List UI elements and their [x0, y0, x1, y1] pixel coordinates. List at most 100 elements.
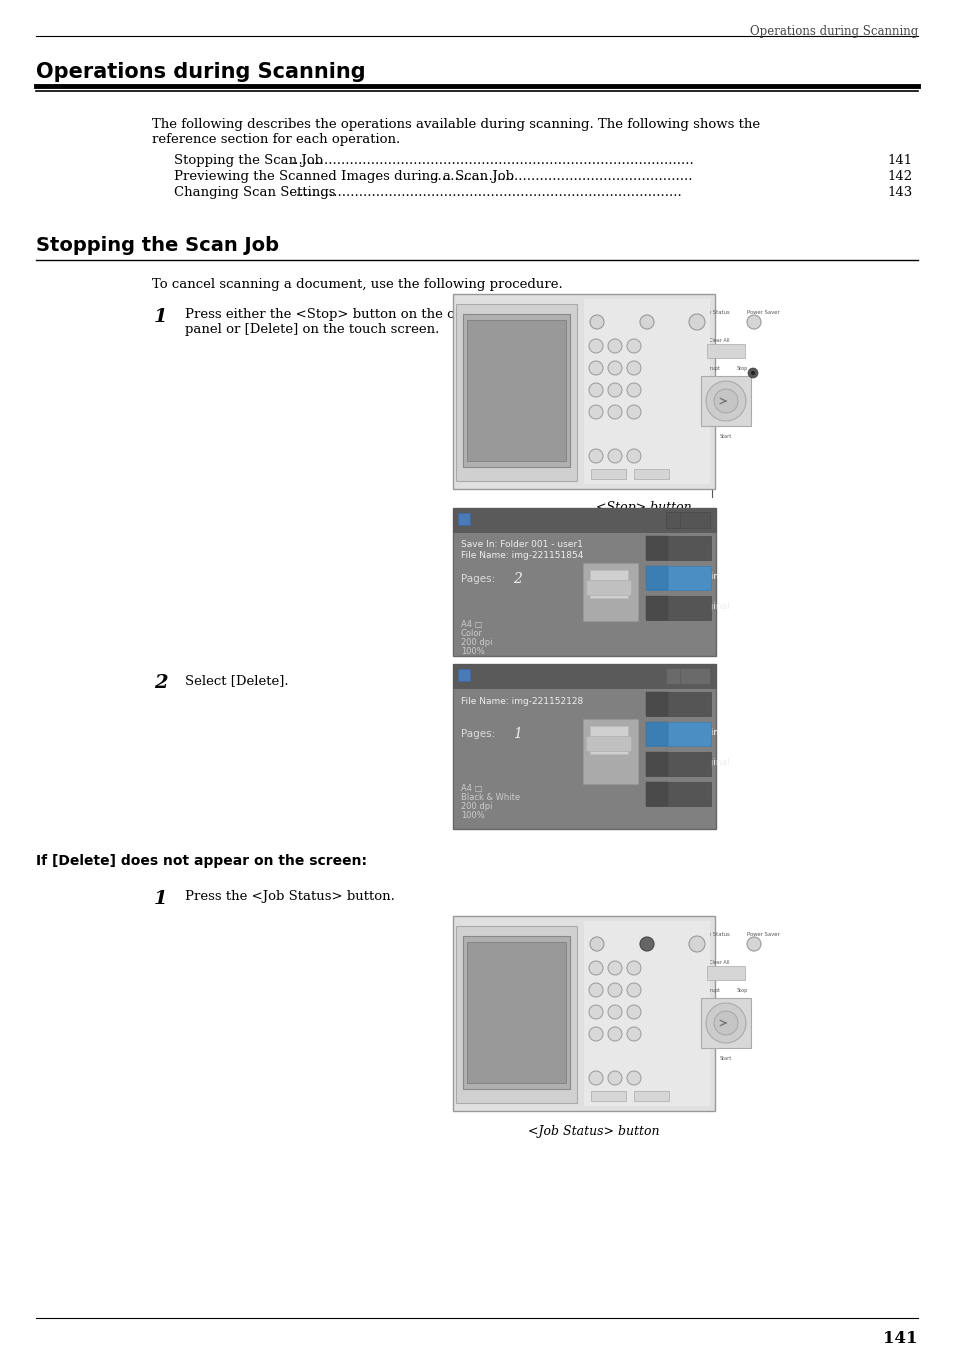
Text: 3: 3	[629, 350, 634, 355]
Bar	[645, 595, 667, 620]
Text: Save In: Folder 001 - user1: Save In: Folder 001 - user1	[460, 540, 582, 549]
Bar	[456, 926, 577, 1103]
Bar	[645, 752, 710, 776]
Bar	[645, 722, 710, 747]
Circle shape	[626, 360, 640, 375]
Text: Select [Delete].: Select [Delete].	[185, 674, 289, 687]
Bar	[665, 668, 679, 684]
Bar	[457, 670, 470, 680]
Text: Color: Color	[460, 629, 482, 639]
Text: X: X	[647, 540, 659, 553]
Circle shape	[639, 315, 654, 329]
Text: 5: 5	[610, 371, 615, 377]
Text: 2: 2	[513, 572, 521, 586]
Circle shape	[607, 383, 621, 397]
Bar	[645, 536, 710, 560]
Text: The following describes the operations available during scanning. The following : The following describes the operations a…	[152, 117, 760, 131]
Text: <Stop> button: <Stop> button	[596, 501, 691, 514]
Text: A4 □: A4 □	[460, 784, 482, 792]
Text: *: *	[592, 1037, 595, 1044]
Bar	[453, 508, 716, 656]
Text: Dial/Pause: Dial/Pause	[590, 446, 616, 451]
Text: Interrupt: Interrupt	[699, 988, 720, 994]
Text: 100%: 100%	[460, 647, 484, 656]
Text: 4: 4	[592, 994, 596, 999]
Text: X: X	[667, 514, 673, 524]
Text: i: i	[459, 670, 463, 680]
Circle shape	[713, 1011, 738, 1035]
Text: 9: 9	[629, 1015, 634, 1021]
Text: 7: 7	[592, 393, 596, 400]
Bar	[453, 508, 716, 532]
Circle shape	[626, 405, 640, 418]
Circle shape	[607, 405, 621, 418]
Text: 3: 3	[629, 971, 634, 977]
Bar	[665, 512, 679, 528]
Circle shape	[588, 1004, 602, 1019]
Text: 1: 1	[592, 350, 596, 355]
Circle shape	[705, 381, 745, 421]
Text: #: #	[629, 414, 636, 421]
Circle shape	[747, 369, 758, 378]
Text: Start: Start	[720, 1056, 732, 1061]
Text: 200 dpi: 200 dpi	[460, 802, 492, 811]
Text: 141: 141	[887, 154, 912, 167]
Circle shape	[626, 383, 640, 397]
Text: Next Original: Next Original	[669, 602, 729, 612]
Text: Clear All: Clear All	[708, 960, 729, 965]
Text: <Job Status> button: <Job Status> button	[528, 1125, 659, 1138]
Text: 4: 4	[592, 371, 596, 377]
Circle shape	[588, 383, 602, 397]
Bar	[645, 693, 667, 716]
Bar	[645, 722, 667, 747]
Circle shape	[588, 405, 602, 418]
Bar	[645, 536, 667, 560]
Text: 141: 141	[882, 1330, 917, 1347]
Bar	[457, 513, 470, 525]
Text: File Name: img-221152128: File Name: img-221152128	[460, 697, 582, 706]
Bar	[590, 1091, 625, 1102]
Circle shape	[588, 983, 602, 998]
Text: Store to Folder: Store to Folder	[473, 514, 555, 525]
Bar	[634, 468, 668, 479]
Bar	[583, 921, 709, 1106]
Bar	[453, 664, 716, 689]
Bar	[645, 566, 667, 590]
Circle shape	[705, 1003, 745, 1044]
Text: To cancel scanning a document, use the following procedure.: To cancel scanning a document, use the f…	[152, 278, 562, 292]
Text: X: X	[647, 697, 659, 710]
Circle shape	[607, 1004, 621, 1019]
Bar	[700, 998, 750, 1048]
Text: ................................................................................: ........................................…	[290, 154, 694, 167]
Circle shape	[750, 371, 754, 375]
Circle shape	[626, 450, 640, 463]
Circle shape	[607, 1071, 621, 1085]
Text: 6: 6	[629, 994, 634, 999]
Bar	[665, 512, 709, 528]
Text: Last Original: Last Original	[669, 572, 726, 580]
Text: ..............................................................: ........................................…	[429, 170, 692, 184]
Text: Changing Scan Settings: Changing Scan Settings	[173, 186, 335, 198]
Text: 5: 5	[610, 994, 615, 999]
Bar	[582, 720, 638, 784]
Text: 100%: 100%	[460, 811, 484, 819]
Text: Machine Status: Machine Status	[688, 931, 729, 937]
Text: ∷: ∷	[647, 575, 654, 585]
Circle shape	[607, 339, 621, 352]
Text: ................................................................................: ........................................…	[295, 186, 681, 198]
Circle shape	[746, 315, 760, 329]
Text: panel or [Delete] on the touch screen.: panel or [Delete] on the touch screen.	[185, 323, 439, 336]
Circle shape	[688, 936, 704, 952]
Circle shape	[607, 983, 621, 998]
Circle shape	[626, 339, 640, 352]
Circle shape	[626, 961, 640, 975]
Text: Delete: Delete	[669, 541, 703, 552]
Bar	[589, 570, 627, 598]
Text: Pages:: Pages:	[460, 729, 495, 738]
Text: i: i	[459, 514, 463, 524]
Text: Last Original: Last Original	[669, 728, 726, 737]
Circle shape	[626, 1071, 640, 1085]
Text: Delete: Delete	[669, 698, 703, 707]
Bar	[590, 468, 625, 479]
Circle shape	[626, 1004, 640, 1019]
